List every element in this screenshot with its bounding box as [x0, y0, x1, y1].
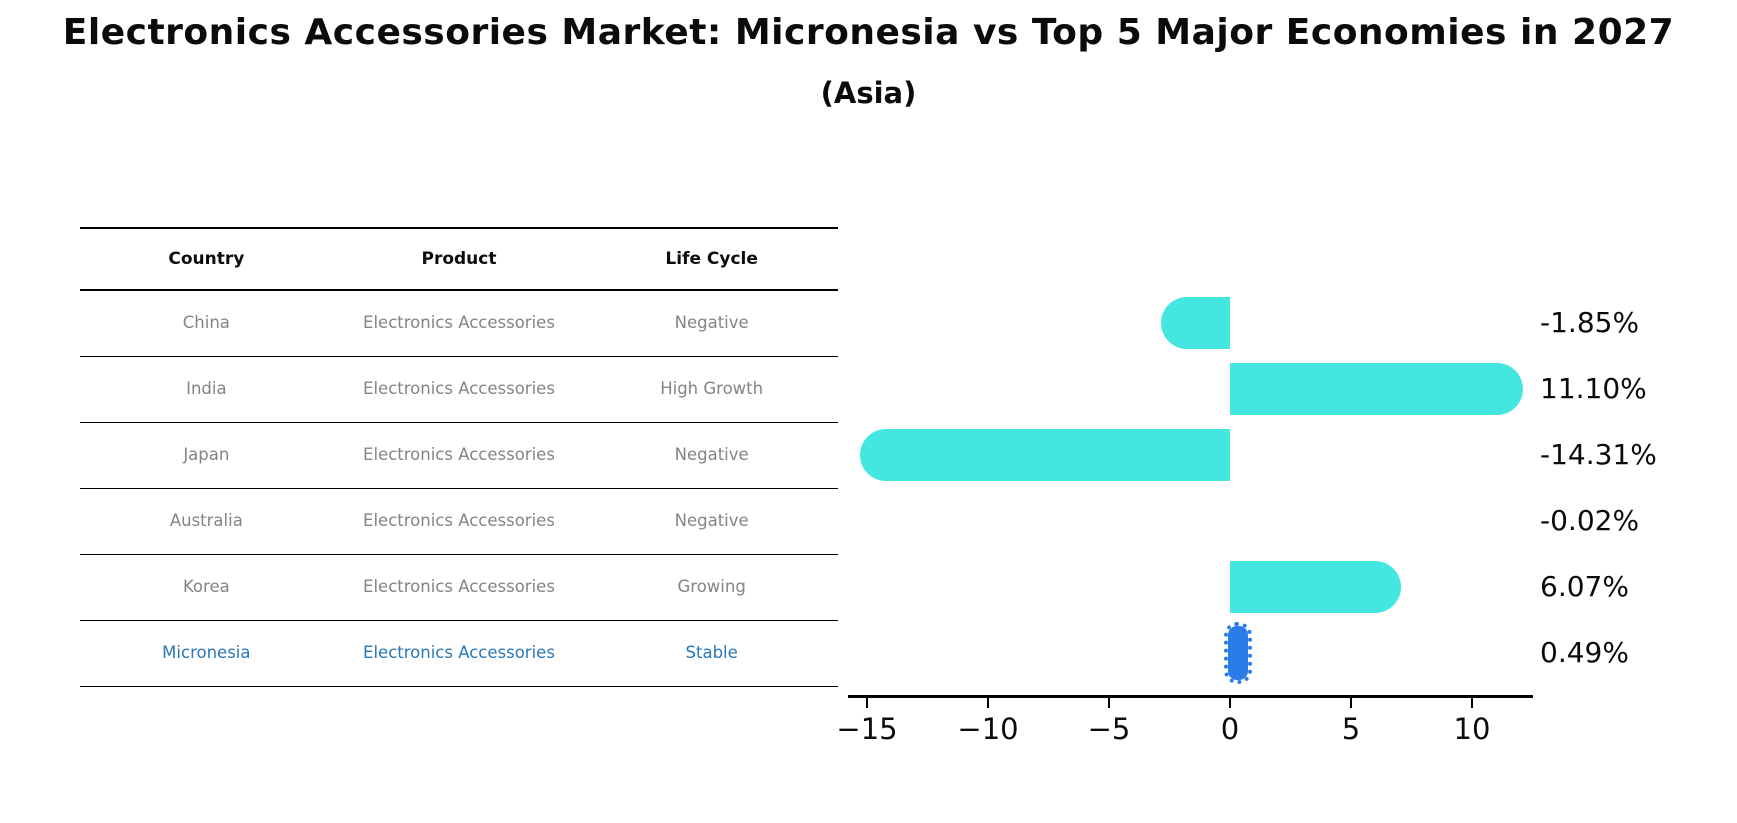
cell-product: Electronics Accessories	[363, 445, 555, 464]
bar-china	[1161, 297, 1230, 349]
x-axis-line	[848, 695, 1533, 698]
x-axis-tick-label: 0	[1220, 712, 1240, 746]
x-axis-tick	[986, 697, 990, 708]
x-axis-tick	[1228, 697, 1232, 708]
value-label-micronesia: 0.49%	[1540, 636, 1629, 669]
value-label-australia: -0.02%	[1540, 504, 1640, 537]
chart-subtitle: (Asia)	[820, 76, 917, 110]
cell-product: Electronics Accessories	[363, 577, 555, 596]
cell-country: Japan	[183, 445, 230, 464]
x-axis-tick-label: −10	[957, 712, 1019, 746]
table-header-lifecycle: Life Cycle	[665, 249, 758, 269]
table-header-product: Product	[421, 249, 497, 269]
table-header-row: Country Product Life Cycle	[80, 228, 838, 290]
x-axis-tick	[1349, 697, 1353, 708]
cell-lifecycle: Negative	[674, 313, 749, 332]
cell-lifecycle: Negative	[674, 511, 749, 530]
table-row-japan: Japan Electronics Accessories Negative	[80, 422, 838, 489]
table-header-rule	[80, 289, 838, 291]
table-row-korea: Korea Electronics Accessories Growing	[80, 554, 838, 621]
cell-product: Electronics Accessories	[363, 379, 555, 398]
cell-country: Micronesia	[162, 643, 251, 662]
cell-product: Electronics Accessories	[363, 313, 555, 332]
cell-country: Korea	[182, 577, 230, 596]
x-axis-tick-label: −15	[836, 712, 898, 746]
x-axis-tick	[865, 697, 869, 708]
cell-product: Electronics Accessories	[363, 511, 555, 530]
table-row-australia: Australia Electronics Accessories Negative	[80, 488, 838, 555]
table-row-india: India Electronics Accessories High Growth	[80, 356, 838, 423]
cell-lifecycle: Negative	[674, 445, 749, 464]
cell-product: Electronics Accessories	[363, 643, 555, 662]
x-axis-tick	[1470, 697, 1474, 708]
bar-korea	[1230, 561, 1401, 613]
cell-country: Australia	[169, 511, 243, 530]
table-header-country: Country	[168, 249, 245, 269]
value-label-india: 11.10%	[1540, 372, 1647, 405]
table-top-rule	[80, 227, 838, 229]
chart-title: Electronics Accessories Market: Micrones…	[62, 12, 1675, 53]
value-label-japan: -14.31%	[1540, 438, 1657, 471]
x-axis-tick-label: −5	[1087, 712, 1131, 746]
table-row-china: China Electronics Accessories Negative	[80, 290, 838, 357]
table-row-micronesia: Micronesia Electronics Accessories Stable	[80, 620, 838, 687]
cell-lifecycle: Stable	[685, 643, 738, 662]
cell-country: India	[186, 379, 227, 398]
bar-india	[1230, 363, 1523, 415]
cell-lifecycle: High Growth	[660, 379, 764, 398]
x-axis-tick-label: 10	[1453, 712, 1491, 746]
value-label-china: -1.85%	[1540, 306, 1640, 339]
x-axis-tick	[1107, 697, 1111, 708]
value-label-korea: 6.07%	[1540, 570, 1629, 603]
x-axis-tick-label: 5	[1341, 712, 1361, 746]
bar-japan	[859, 429, 1230, 481]
cell-country: China	[182, 313, 230, 332]
bar-micronesia	[1224, 622, 1252, 684]
cell-lifecycle: Growing	[677, 577, 746, 596]
